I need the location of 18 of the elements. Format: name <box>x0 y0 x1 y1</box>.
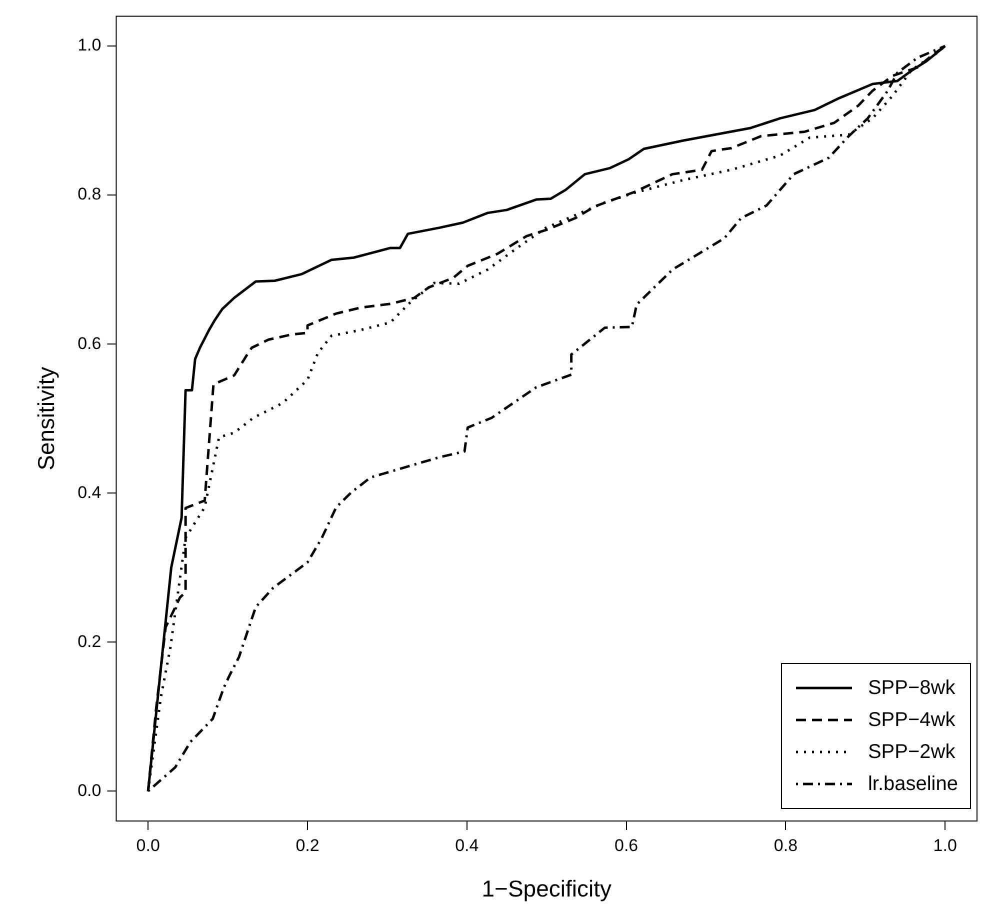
y-tick-label: 0.4 <box>78 482 102 502</box>
y-tick-label: 0.2 <box>78 632 102 651</box>
x-tick-label: 0.6 <box>614 836 638 855</box>
legend-label: lr.baseline <box>868 772 958 796</box>
x-tick-label: 0.8 <box>774 836 798 855</box>
legend-label: SPP−2wk <box>868 740 956 764</box>
x-tick-label: 0.0 <box>136 836 160 855</box>
y-tick-label: 0.8 <box>78 184 102 204</box>
x-tick-label: 1.0 <box>933 836 957 855</box>
legend-label: SPP−8wk <box>868 676 956 700</box>
x-tick-label: 0.4 <box>455 836 479 855</box>
y-tick-label: 0.6 <box>78 334 102 353</box>
y-tick-label: 0.0 <box>78 780 102 800</box>
y-tick-label: 1.0 <box>78 36 102 55</box>
y-axis-title: Sensitivity <box>33 366 60 470</box>
x-tick-label: 0.2 <box>296 836 320 855</box>
legend-label: SPP−4wk <box>868 708 956 732</box>
x-axis-title: 1−Specificity <box>482 876 612 902</box>
